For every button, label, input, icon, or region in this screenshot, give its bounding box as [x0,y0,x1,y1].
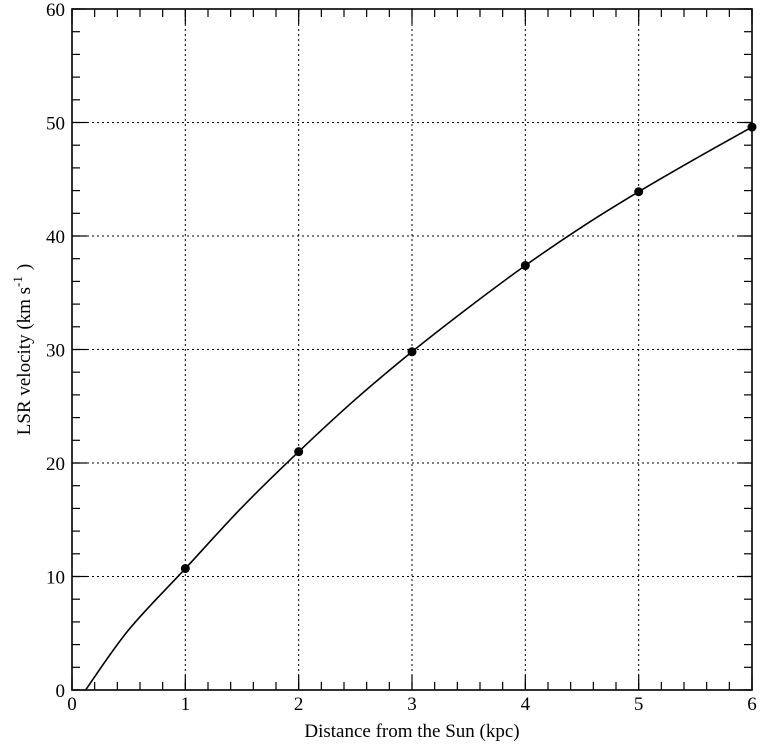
data-point [180,564,190,574]
y-tick-label: 30 [46,341,65,362]
x-tick-label: 4 [521,694,531,715]
data-point [294,447,304,457]
x-tick-label: 0 [67,694,77,715]
y-tick-label: 0 [56,681,66,702]
data-point [407,347,417,357]
x-tick-label: 6 [747,694,757,715]
data-point [634,187,644,197]
y-tick-label: 50 [46,114,65,135]
y-axis-title-close: ) [14,264,35,270]
y-tick-label: 20 [46,454,65,475]
y-tick-label: 60 [46,0,65,21]
data-point [520,261,530,271]
plot-frame [71,8,753,691]
point-layer [180,122,757,574]
y-axis-title: LSR velocity (km s-1) [10,264,35,435]
y-axis-title-main: LSR velocity (km s [14,287,35,435]
x-tick-label: 2 [294,694,304,715]
x-axis-title: Distance from the Sun (kpc) [304,721,519,742]
tick-layer [71,8,753,691]
y-tick-label: 40 [46,227,65,248]
x-tick-label: 1 [181,694,191,715]
y-tick-label: 10 [46,568,65,589]
y-axis-title-superscript: -1 [10,276,25,287]
x-tick-label: 3 [407,694,417,715]
x-tick-label: 5 [634,694,644,715]
